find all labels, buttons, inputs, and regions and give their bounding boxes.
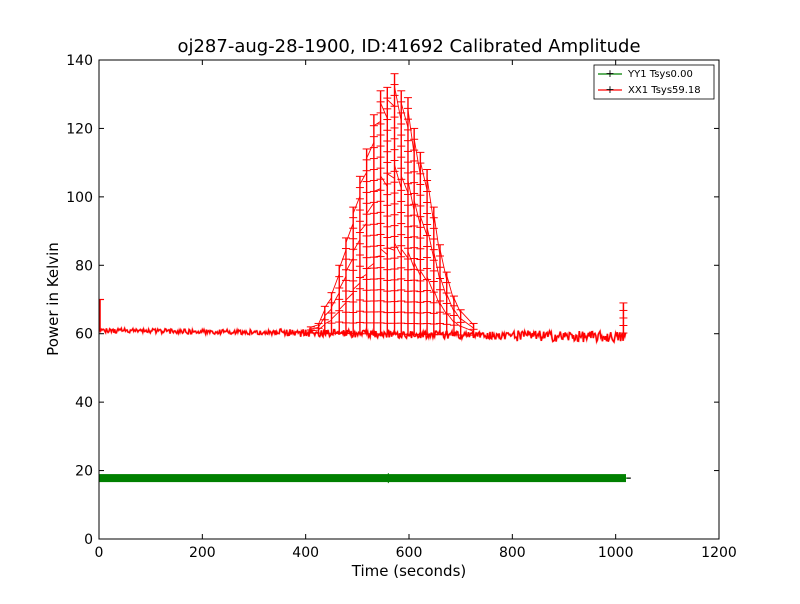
- series-xx1-peak-connector: [366, 142, 375, 159]
- series-xx1-peak-connector: [413, 138, 421, 176]
- series-xx1-peak-connector: [407, 109, 415, 155]
- series-xx1-peak-connector: [453, 297, 462, 314]
- series-xx1-peak-connector: [318, 309, 326, 325]
- series-xx1-peak-connector: [433, 213, 441, 257]
- series-xx1-peak-connector: [400, 248, 409, 259]
- series-xx1-peak-connector: [324, 319, 332, 325]
- series-xx1-peak-connector: [419, 161, 428, 191]
- series-xx1-peak-connector: [324, 308, 332, 317]
- x-tick-label: 400: [292, 545, 319, 561]
- series-xx1-peak-connector: [310, 324, 319, 328]
- legend-label-yy1: YY1 Tsys0.00: [627, 69, 693, 80]
- series-xx1-peak-connector: [352, 239, 361, 252]
- x-tick-label: 200: [189, 545, 216, 561]
- series-xx1-peak-connector: [318, 324, 326, 331]
- y-tick-label: 80: [75, 258, 93, 274]
- legend-box: [593, 64, 715, 100]
- series-xx1-peak-connector: [380, 248, 388, 255]
- series-xx1-peak-connector: [460, 310, 474, 326]
- series-xx1-peak-connector: [331, 273, 340, 295]
- y-tick-label: 120: [66, 121, 93, 137]
- x-tick-label: 1200: [701, 545, 737, 561]
- x-tick-label: 800: [499, 545, 526, 561]
- series-xx1-peak-connector: [413, 262, 421, 277]
- series-xx1-peak-connector: [407, 180, 415, 212]
- y-tick-label: 100: [66, 190, 93, 206]
- series-xx1-peak-connector: [366, 202, 375, 214]
- series-xx1-peak-connector: [446, 275, 455, 302]
- series-xx1-peak-connector: [380, 175, 388, 187]
- series-xx1-peak-connector: [407, 251, 415, 269]
- y-tick-label: 0: [84, 532, 93, 548]
- x-tick-label: 1000: [598, 545, 634, 561]
- series-xx1-peak-connector: [318, 316, 326, 328]
- series-xx1-peak-connector: [380, 102, 388, 119]
- series-xx1-peak-connector: [394, 164, 402, 189]
- series-xx1-peak-connector: [359, 222, 367, 232]
- legend: + YY1 Tsys0.00 + XX1 Tsys59.18: [593, 64, 715, 100]
- series-xx1-peak-connector: [310, 329, 319, 332]
- series-xx1-peak-connector: [419, 215, 428, 236]
- y-tick-label: 60: [75, 327, 93, 343]
- series-xx1-peak-connector: [331, 311, 340, 320]
- series-xx1-peak-connector: [394, 242, 402, 257]
- x-axis-label: Time (seconds): [351, 562, 467, 580]
- series-xx1-baseline: [99, 326, 627, 344]
- series-xx1-peak-connector: [433, 289, 441, 306]
- series-xx1-peak-connector: [359, 273, 367, 279]
- y-tick-label: 20: [75, 464, 93, 480]
- y-axis: 0 20 40 60 80 100 120 140: [66, 53, 719, 548]
- series-xx1-peak-connector: [359, 172, 368, 185]
- legend-marker-yy1: +: [605, 67, 614, 80]
- series-xx1-peak-connector: [338, 302, 347, 310]
- series-xx1-peak-connector: [413, 200, 421, 226]
- series-xx1-peak-connector: [439, 303, 448, 315]
- series-xx1-peak-connector: [394, 86, 402, 122]
- series-xx1-peak-connector: [366, 262, 375, 270]
- series-xx1-peak-connector: [439, 276, 448, 298]
- y-tick-label: 40: [75, 395, 93, 411]
- x-tick-label: 0: [95, 545, 104, 561]
- series-xx1-peak-connector: [386, 99, 395, 107]
- series-xx1-peak-connector: [433, 251, 441, 282]
- series-xx1-peak-connector: [400, 175, 409, 193]
- series-xx1-peak-connector: [387, 247, 395, 251]
- series-xx1-peak-connector: [345, 292, 354, 301]
- series-xx1-peak-connector: [426, 227, 435, 259]
- plot-area: [99, 73, 631, 484]
- chart-title: oj287-aug-28-1900, ID:41692 Calibrated A…: [177, 36, 640, 57]
- legend-marker-xx1: +: [605, 83, 614, 96]
- series-xx1-peak-connector: [387, 173, 395, 179]
- series-xx1-peak-connector: [400, 102, 409, 128]
- legend-label-xx1: XX1 Tsys59.18: [628, 85, 701, 96]
- series-xx1-peak-connector: [426, 276, 435, 294]
- series-xx1-peak-connector: [453, 320, 461, 328]
- y-tick-label: 140: [66, 53, 93, 69]
- series-xx1-peak-connector: [453, 309, 462, 321]
- series-xx1-peak-connector: [345, 222, 354, 243]
- series-xx1-peak-connector: [460, 318, 474, 329]
- plot-marks: [99, 73, 631, 484]
- series-xx1-baseline-thick: [99, 325, 627, 346]
- y-axis-label: Power in Kelvin: [44, 242, 62, 356]
- x-axis: 0 200 400 600 800 1000 1200: [95, 60, 737, 561]
- plot-frame: [98, 59, 720, 540]
- series-xx1-peak-connector: [439, 249, 448, 281]
- series-xx1-peak-connector: [352, 282, 361, 290]
- series-xx1-peak-connector: [460, 325, 474, 332]
- x-tick-label: 600: [396, 545, 423, 561]
- series-xx1-peak-connector: [426, 177, 435, 224]
- series-xx1-peak-connector: [446, 312, 455, 323]
- series-xx1-peak-connector: [338, 276, 347, 290]
- series-xx1-peak-connector: [446, 293, 455, 312]
